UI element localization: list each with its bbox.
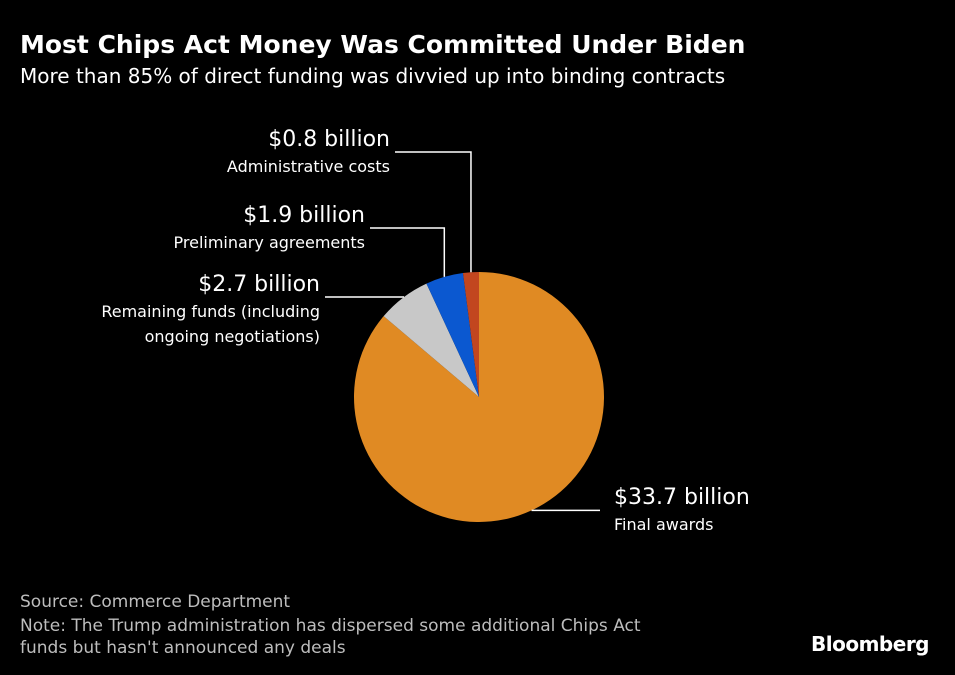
leader-line-1 bbox=[325, 296, 405, 298]
chart-title: Most Chips Act Money Was Committed Under… bbox=[20, 30, 746, 59]
footnote-line-2: funds but hasn't announced any deals bbox=[20, 638, 346, 658]
source-note: Source: Commerce Department bbox=[20, 592, 291, 612]
category-label-1: Remaining funds (including bbox=[101, 302, 320, 321]
value-label-3: $0.8 billion bbox=[268, 127, 390, 152]
pie-slice-3 bbox=[462, 272, 479, 397]
pie-slice-2 bbox=[426, 273, 479, 397]
category-label-1: ongoing negotiations) bbox=[145, 327, 320, 346]
footnote-line-1: Note: The Trump administration has dispe… bbox=[20, 616, 641, 636]
value-label-2: $1.9 billion bbox=[243, 203, 365, 228]
category-label-3: Administrative costs bbox=[227, 157, 390, 176]
pie-slice-0 bbox=[354, 272, 604, 522]
category-label-0: Final awards bbox=[614, 515, 713, 534]
value-label-1: $2.7 billion bbox=[198, 272, 320, 297]
chart-subtitle: More than 85% of direct funding was divv… bbox=[20, 64, 726, 88]
leader-line-2 bbox=[370, 227, 446, 277]
category-label-2: Preliminary agreements bbox=[174, 233, 366, 252]
value-label-0: $33.7 billion bbox=[614, 485, 750, 510]
bloomberg-logo: Bloomberg bbox=[811, 632, 929, 656]
pie-slice-1 bbox=[383, 283, 479, 397]
leader-line-3 bbox=[395, 151, 472, 273]
